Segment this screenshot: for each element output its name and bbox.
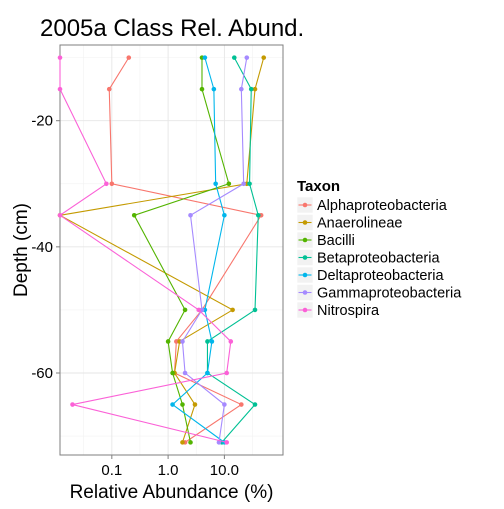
data-point xyxy=(182,370,188,376)
plot-panel xyxy=(59,44,284,456)
data-point xyxy=(211,86,217,92)
legend-key-point xyxy=(302,220,308,225)
data-point xyxy=(247,181,252,187)
data-point xyxy=(241,181,246,187)
legend-label: Anaerolineae xyxy=(317,216,402,232)
data-point xyxy=(239,86,244,92)
data-point xyxy=(228,339,234,344)
data-point xyxy=(57,55,63,60)
data-point xyxy=(202,55,208,60)
x-axis-label: Relative Abundance (%) xyxy=(70,482,274,503)
data-point xyxy=(196,307,202,313)
legend-label: Deltaproteobacteria xyxy=(317,268,444,284)
y-axis-label: Depth (cm) xyxy=(11,203,32,297)
legend-title: Taxon xyxy=(297,178,340,195)
data-point xyxy=(213,181,218,187)
legend-label: Bacilli xyxy=(317,233,355,249)
data-point xyxy=(255,213,261,218)
data-point xyxy=(180,339,185,344)
data-point xyxy=(205,339,210,344)
y-tick-label: -20 xyxy=(31,113,53,130)
data-point xyxy=(57,213,63,218)
legend-key-point xyxy=(302,202,308,208)
data-point xyxy=(239,402,244,407)
data-point xyxy=(188,213,193,218)
legend-key-point xyxy=(302,272,308,278)
legend-key-point xyxy=(302,290,308,295)
data-point xyxy=(199,86,205,92)
chart-title: 2005a Class Rel. Abund. xyxy=(40,15,304,42)
y-tick-label: -40 xyxy=(31,239,53,256)
plot-border xyxy=(59,44,284,456)
data-point xyxy=(170,370,175,376)
y-tick-label: -60 xyxy=(31,365,53,382)
legend-key-point xyxy=(302,237,308,243)
data-point xyxy=(188,440,193,445)
legend-key-point xyxy=(302,255,308,260)
legend-label: Betaproteobacteria xyxy=(317,251,440,267)
data-point xyxy=(165,339,171,344)
data-point xyxy=(224,440,230,445)
data-point xyxy=(252,307,258,313)
data-point xyxy=(209,339,215,344)
data-point xyxy=(192,402,198,407)
data-point xyxy=(70,402,75,407)
data-point xyxy=(248,86,254,92)
data-point xyxy=(170,402,175,407)
data-point xyxy=(174,339,179,344)
data-point xyxy=(230,307,235,313)
data-point xyxy=(199,307,205,313)
legend-label: Nitrospira xyxy=(317,303,380,319)
data-point xyxy=(222,402,227,407)
data-point xyxy=(180,402,185,407)
data-point xyxy=(261,55,267,60)
legend-key-point xyxy=(302,307,308,313)
data-point xyxy=(231,55,237,60)
data-point xyxy=(224,370,230,376)
data-point xyxy=(205,370,210,376)
data-point xyxy=(252,86,258,92)
data-point xyxy=(106,86,112,92)
data-point xyxy=(126,55,132,60)
x-tick-label: 1.0 xyxy=(158,462,179,479)
data-point xyxy=(109,181,115,187)
data-point xyxy=(57,86,63,92)
data-point xyxy=(222,213,227,218)
data-point xyxy=(226,181,232,187)
legend-label: Alphaproteobacteria xyxy=(317,198,448,214)
data-point xyxy=(252,402,258,407)
data-point xyxy=(104,181,109,187)
x-tick-label: 0.1 xyxy=(101,462,122,479)
x-tick-label: 10.0 xyxy=(210,462,239,479)
legend-label: Gammaproteobacteria xyxy=(317,286,462,302)
data-point xyxy=(180,440,185,445)
data-point xyxy=(182,307,188,313)
data-point xyxy=(244,55,250,60)
data-point xyxy=(131,213,137,218)
